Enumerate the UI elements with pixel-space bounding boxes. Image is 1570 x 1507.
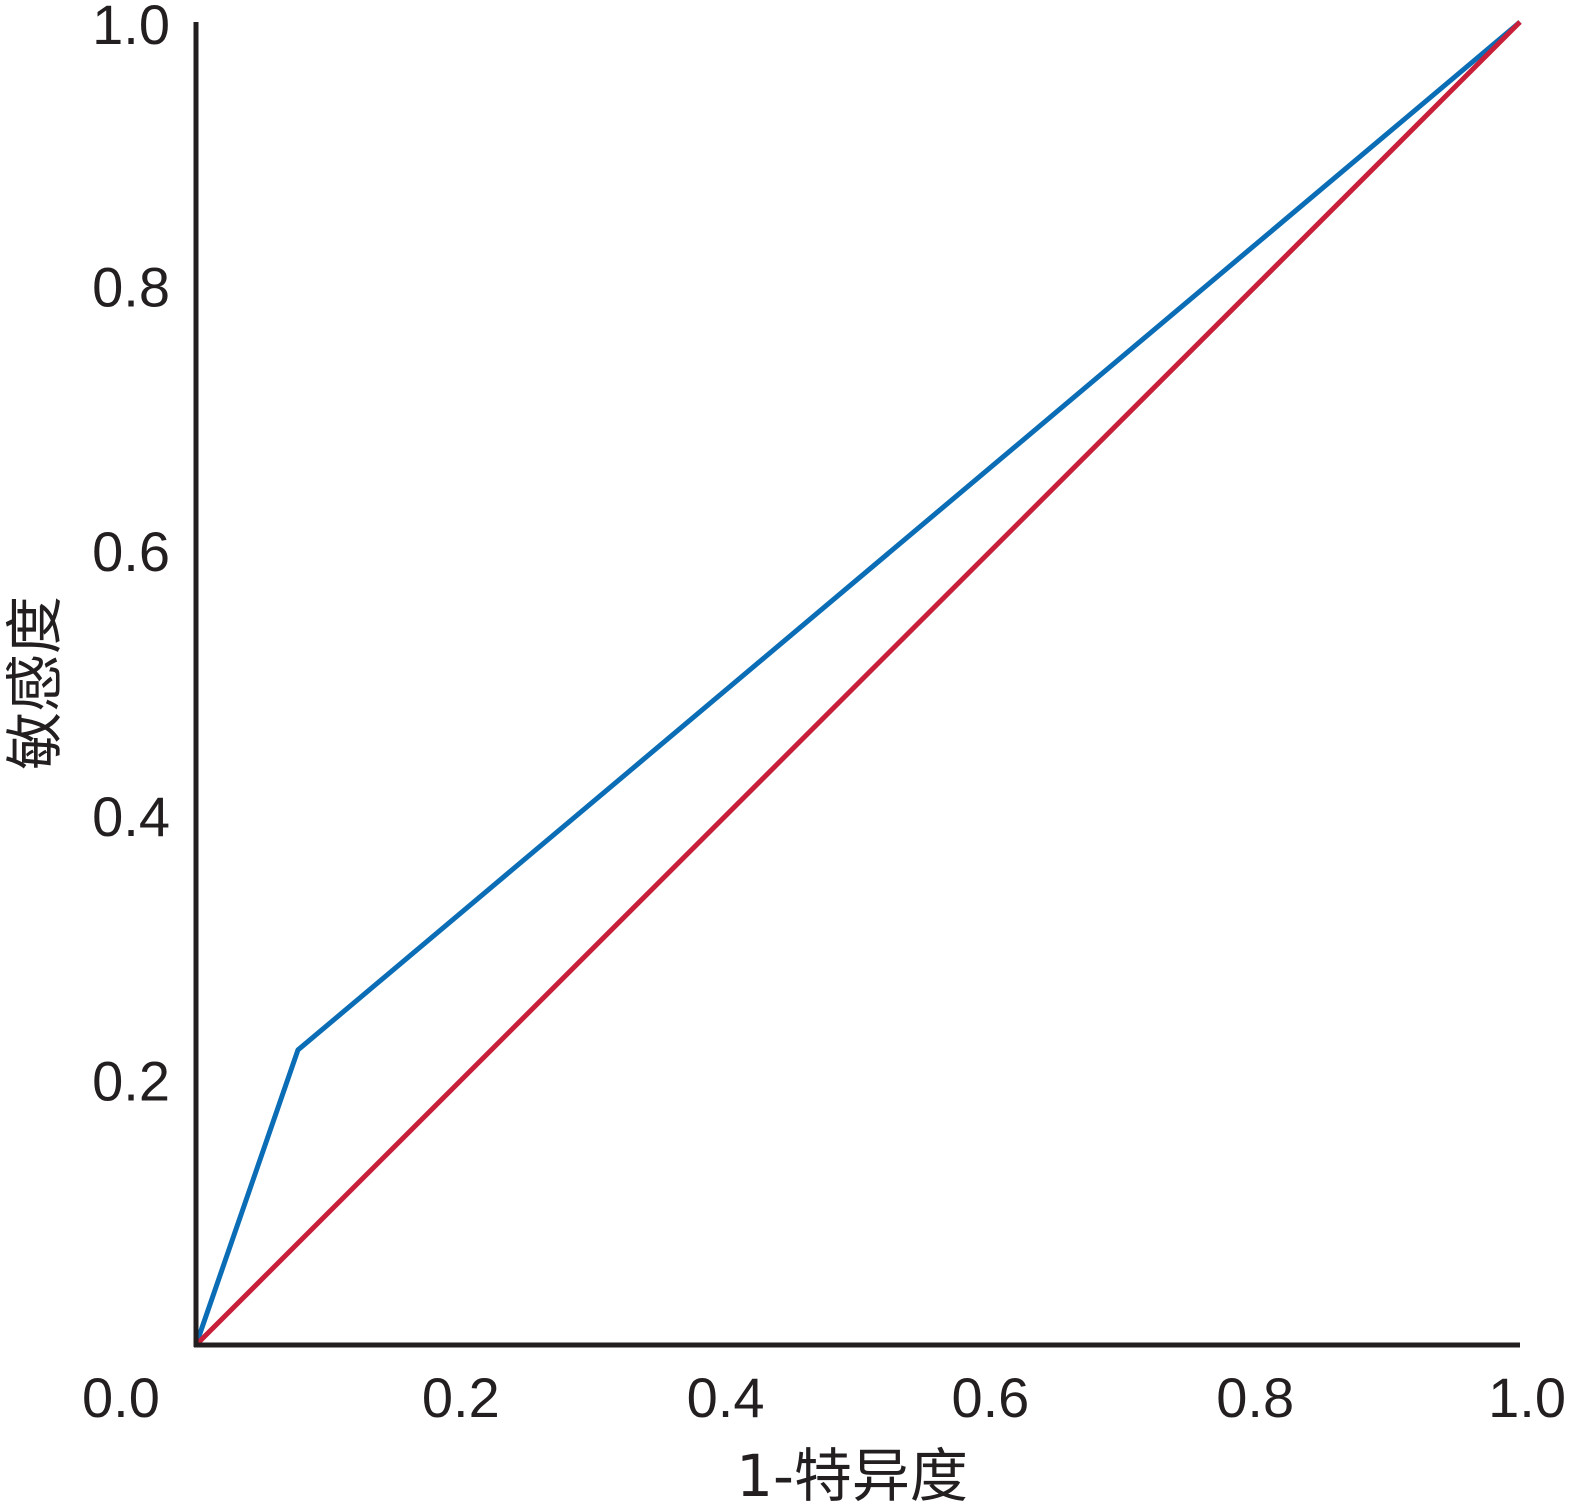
- x-tick-label: 1.0: [1488, 1366, 1566, 1429]
- x-tick-label: 0.8: [1216, 1366, 1294, 1429]
- series-layer: [193, 20, 1522, 1347]
- y-tick-label: 0.2: [92, 1049, 170, 1112]
- y-tick-label: 1.0: [92, 0, 170, 56]
- y-tick-labels: 0.2 0.4 0.6 0.8 1.0: [92, 0, 170, 1112]
- x-tick-label: 0.2: [422, 1366, 500, 1429]
- y-tick-label: 0.6: [92, 520, 170, 583]
- x-axis-title: 1-特异度: [736, 1442, 968, 1507]
- x-tick-label: 0.0: [82, 1366, 160, 1429]
- y-tick-label: 0.8: [92, 256, 170, 319]
- x-tick-label: 0.6: [951, 1366, 1029, 1429]
- y-tick-label: 0.4: [92, 785, 170, 848]
- x-tick-labels: 0.0 0.2 0.4 0.6 0.8 1.0: [82, 1366, 1566, 1429]
- y-axis-title: 敏感度: [1, 596, 69, 770]
- x-tick-label: 0.4: [687, 1366, 765, 1429]
- series-line-1: [193, 20, 1522, 1346]
- series-line-2: [194, 20, 1522, 1347]
